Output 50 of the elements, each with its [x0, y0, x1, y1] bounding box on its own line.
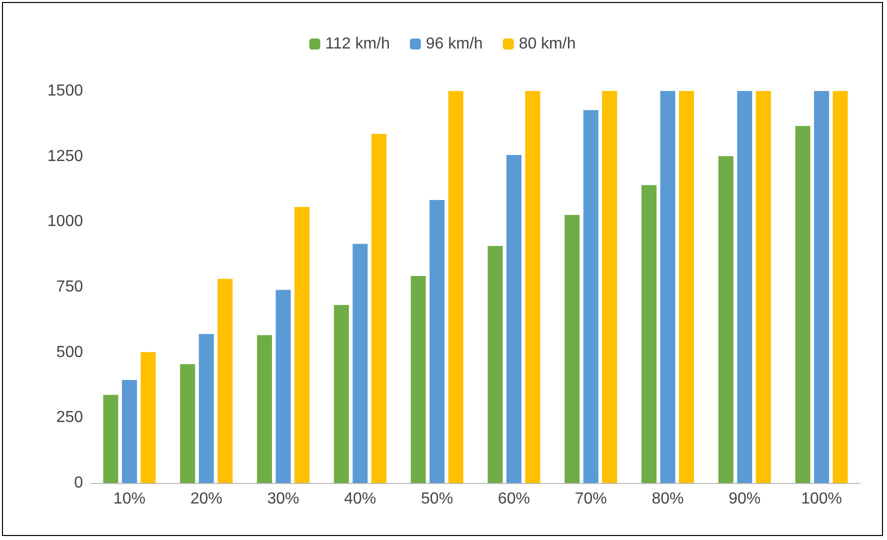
bar: [795, 126, 810, 483]
bar: [642, 185, 656, 483]
bar: [334, 305, 349, 483]
bar: [103, 394, 118, 483]
x-tick-label: 100%: [801, 490, 842, 508]
bar: [257, 335, 272, 483]
x-tick-label: 30%: [267, 490, 300, 508]
bar: [525, 91, 540, 483]
bar: [564, 214, 580, 483]
bar: [294, 207, 310, 483]
x-tick-label: 40%: [344, 490, 376, 508]
bar: [737, 91, 752, 483]
bar: [410, 276, 426, 483]
y-tick-label: 1250: [47, 148, 84, 165]
legend-label: 112 km/h: [325, 36, 390, 52]
bar: [602, 91, 618, 483]
x-tick-label: 50%: [421, 490, 454, 508]
bar: [756, 91, 771, 483]
y-tick-label: 1500: [47, 82, 84, 100]
y-tick-label: 250: [56, 409, 84, 426]
x-tick-label: 60%: [498, 490, 530, 508]
bar: [814, 91, 830, 483]
y-tick-label: 1000: [47, 213, 84, 230]
bar: [276, 290, 291, 483]
x-tick-label: 70%: [574, 490, 607, 508]
bar: [448, 91, 464, 483]
bar: [140, 352, 156, 483]
legend-label: 80 km/h: [518, 36, 576, 52]
x-tick-label: 80%: [652, 490, 684, 508]
bar: [718, 156, 734, 483]
bar: [180, 364, 196, 483]
bar: [371, 134, 386, 483]
bar: [218, 278, 233, 483]
y-tick-label: 500: [56, 344, 84, 361]
bar: [122, 380, 137, 483]
y-tick-label: 0: [74, 474, 84, 492]
bar: [198, 334, 214, 483]
bar: [430, 200, 445, 483]
x-tick-label: 20%: [190, 490, 222, 508]
bar: [583, 110, 598, 483]
bar: [660, 91, 676, 483]
x-tick-label: 90%: [728, 490, 761, 508]
bar: [832, 91, 848, 483]
bar: [679, 91, 694, 483]
x-tick-label: 10%: [113, 490, 146, 508]
y-tick-label: 750: [56, 278, 84, 296]
legend-label: 96 km/h: [426, 36, 483, 52]
bar: [352, 244, 368, 483]
bar: [488, 246, 503, 483]
bar: [506, 155, 522, 483]
